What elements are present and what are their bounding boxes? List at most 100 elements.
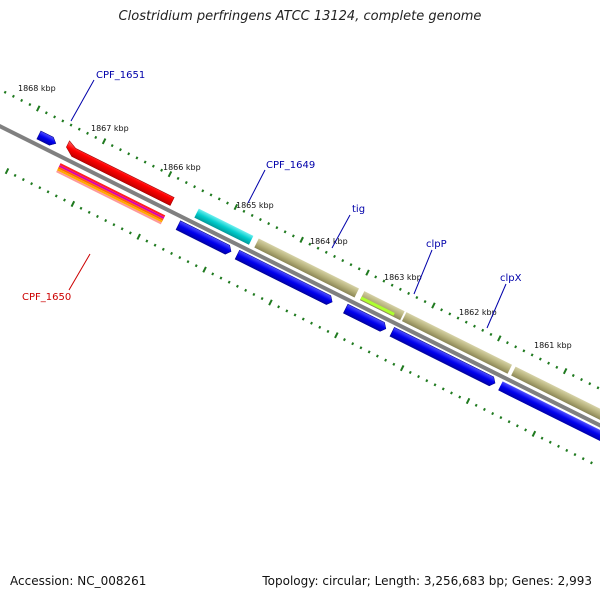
inner-tick [318, 325, 322, 329]
inner-tick [450, 391, 453, 395]
inner-tick [334, 332, 339, 339]
inner-tick [63, 198, 66, 202]
inner-tick [170, 251, 174, 255]
outer-tick [217, 197, 221, 201]
inner-tick [441, 387, 445, 391]
inner-tick [4, 167, 10, 175]
inner-tick [417, 375, 421, 379]
outer-tick [349, 263, 353, 267]
gene-label-clpx[interactable]: clpX [500, 273, 522, 284]
gene-arrow-clpx[interactable] [401, 312, 513, 374]
callout-cpf1650 [68, 253, 91, 291]
gene-arrow-blue-2[interactable] [234, 249, 334, 306]
inner-tick [112, 223, 116, 227]
forward-gene-track [36, 130, 600, 430]
inner-tick [178, 255, 182, 260]
inner-tick [95, 214, 99, 219]
inner-tick [425, 379, 429, 383]
gene-arrow-blue-3[interactable] [343, 303, 388, 333]
callout-cpf1649 [247, 169, 266, 204]
inner-tick [252, 292, 256, 297]
outer-tick [341, 258, 345, 263]
outer-tick [94, 135, 98, 139]
inner-tick [260, 297, 264, 301]
outer-tick [143, 160, 147, 164]
outer-tick [233, 203, 239, 211]
inner-tick [540, 436, 544, 440]
inner-tick [38, 186, 42, 190]
inner-tick [268, 299, 273, 306]
inner-tick [548, 440, 552, 444]
outer-tick [374, 275, 378, 279]
inner-tick [557, 444, 560, 448]
inner-tick [524, 428, 528, 432]
outer-tick [283, 230, 287, 234]
inner-tick [87, 210, 91, 214]
outer-tick [53, 115, 57, 119]
gene-arrow-cpf1651[interactable] [36, 130, 58, 148]
inner-tick [104, 219, 108, 223]
inner-tick [351, 342, 355, 346]
outer-tick [588, 382, 592, 386]
inner-tick [211, 272, 215, 276]
gene-label-cpf1651[interactable]: CPF_1651 [96, 70, 145, 81]
outer-tick [448, 312, 452, 316]
gene-arrow-blue-4[interactable] [389, 327, 497, 387]
map-title: Clostridium perfringens ATCC 13124, comp… [118, 9, 482, 24]
inner-tick [277, 305, 281, 309]
inner-tick-row [0, 165, 593, 465]
outer-tick [415, 295, 419, 300]
outer-tick [110, 144, 114, 148]
outer-tick [275, 226, 279, 230]
scale-label-1868: 1868 kbp [18, 84, 56, 93]
gene-labels: CPF_1651 CPF_1649 tig clpP clpX CPF_1650 [22, 70, 522, 303]
outer-tick [77, 127, 81, 131]
gene-arrow-tig[interactable] [254, 238, 359, 298]
gene-arrow-cpf1650[interactable] [56, 163, 166, 225]
outer-tick [101, 138, 107, 145]
outer-tick [151, 164, 155, 168]
scale-label-1867: 1867 kbp [91, 124, 129, 133]
outer-tick [28, 103, 32, 107]
inner-tick [589, 461, 593, 465]
outer-tick [390, 283, 394, 287]
outer-tick [299, 236, 304, 243]
gene-arrow-right-edge[interactable] [511, 366, 600, 430]
inner-tick [21, 177, 25, 182]
inner-tick [342, 338, 346, 342]
inner-tick [507, 420, 511, 424]
outer-tick [547, 361, 551, 365]
inner-tick [310, 321, 313, 325]
gene-label-callouts [68, 79, 507, 329]
outer-tick [324, 250, 328, 254]
inner-tick [46, 190, 50, 194]
outer-tick [61, 119, 65, 123]
outer-tick [440, 308, 444, 312]
inner-tick [491, 411, 495, 416]
gene-label-clpp[interactable]: clpP [426, 239, 447, 250]
callout-clpx [486, 283, 507, 329]
inner-tick [194, 264, 198, 268]
outer-tick [398, 287, 402, 291]
inner-tick [293, 313, 297, 317]
outer-tick [127, 152, 131, 156]
outer-tick [571, 373, 575, 378]
gene-arrow-blue-5[interactable] [498, 381, 600, 447]
gene-arrow-blue-1[interactable] [175, 220, 233, 256]
gene-label-cpf1649[interactable]: CPF_1649 [266, 160, 315, 171]
inner-tick [70, 200, 76, 208]
gene-arrow-cpf1649[interactable] [194, 208, 254, 245]
outer-tick [522, 349, 526, 353]
scale-label-1863: 1863 kbp [384, 273, 422, 282]
gene-label-cpf1650[interactable]: CPF_1650 [22, 292, 71, 303]
inner-tick [384, 358, 388, 362]
outer-tick [489, 332, 493, 337]
inner-tick [499, 416, 503, 420]
gene-arrow-red-upper[interactable] [64, 140, 176, 206]
scale-labels: 1868 kbp 1867 kbp 1866 kbp 1865 kbp 1864… [18, 84, 572, 350]
outer-tick [423, 300, 427, 304]
gene-label-tig[interactable]: tig [352, 204, 365, 215]
outer-tick [407, 291, 411, 295]
